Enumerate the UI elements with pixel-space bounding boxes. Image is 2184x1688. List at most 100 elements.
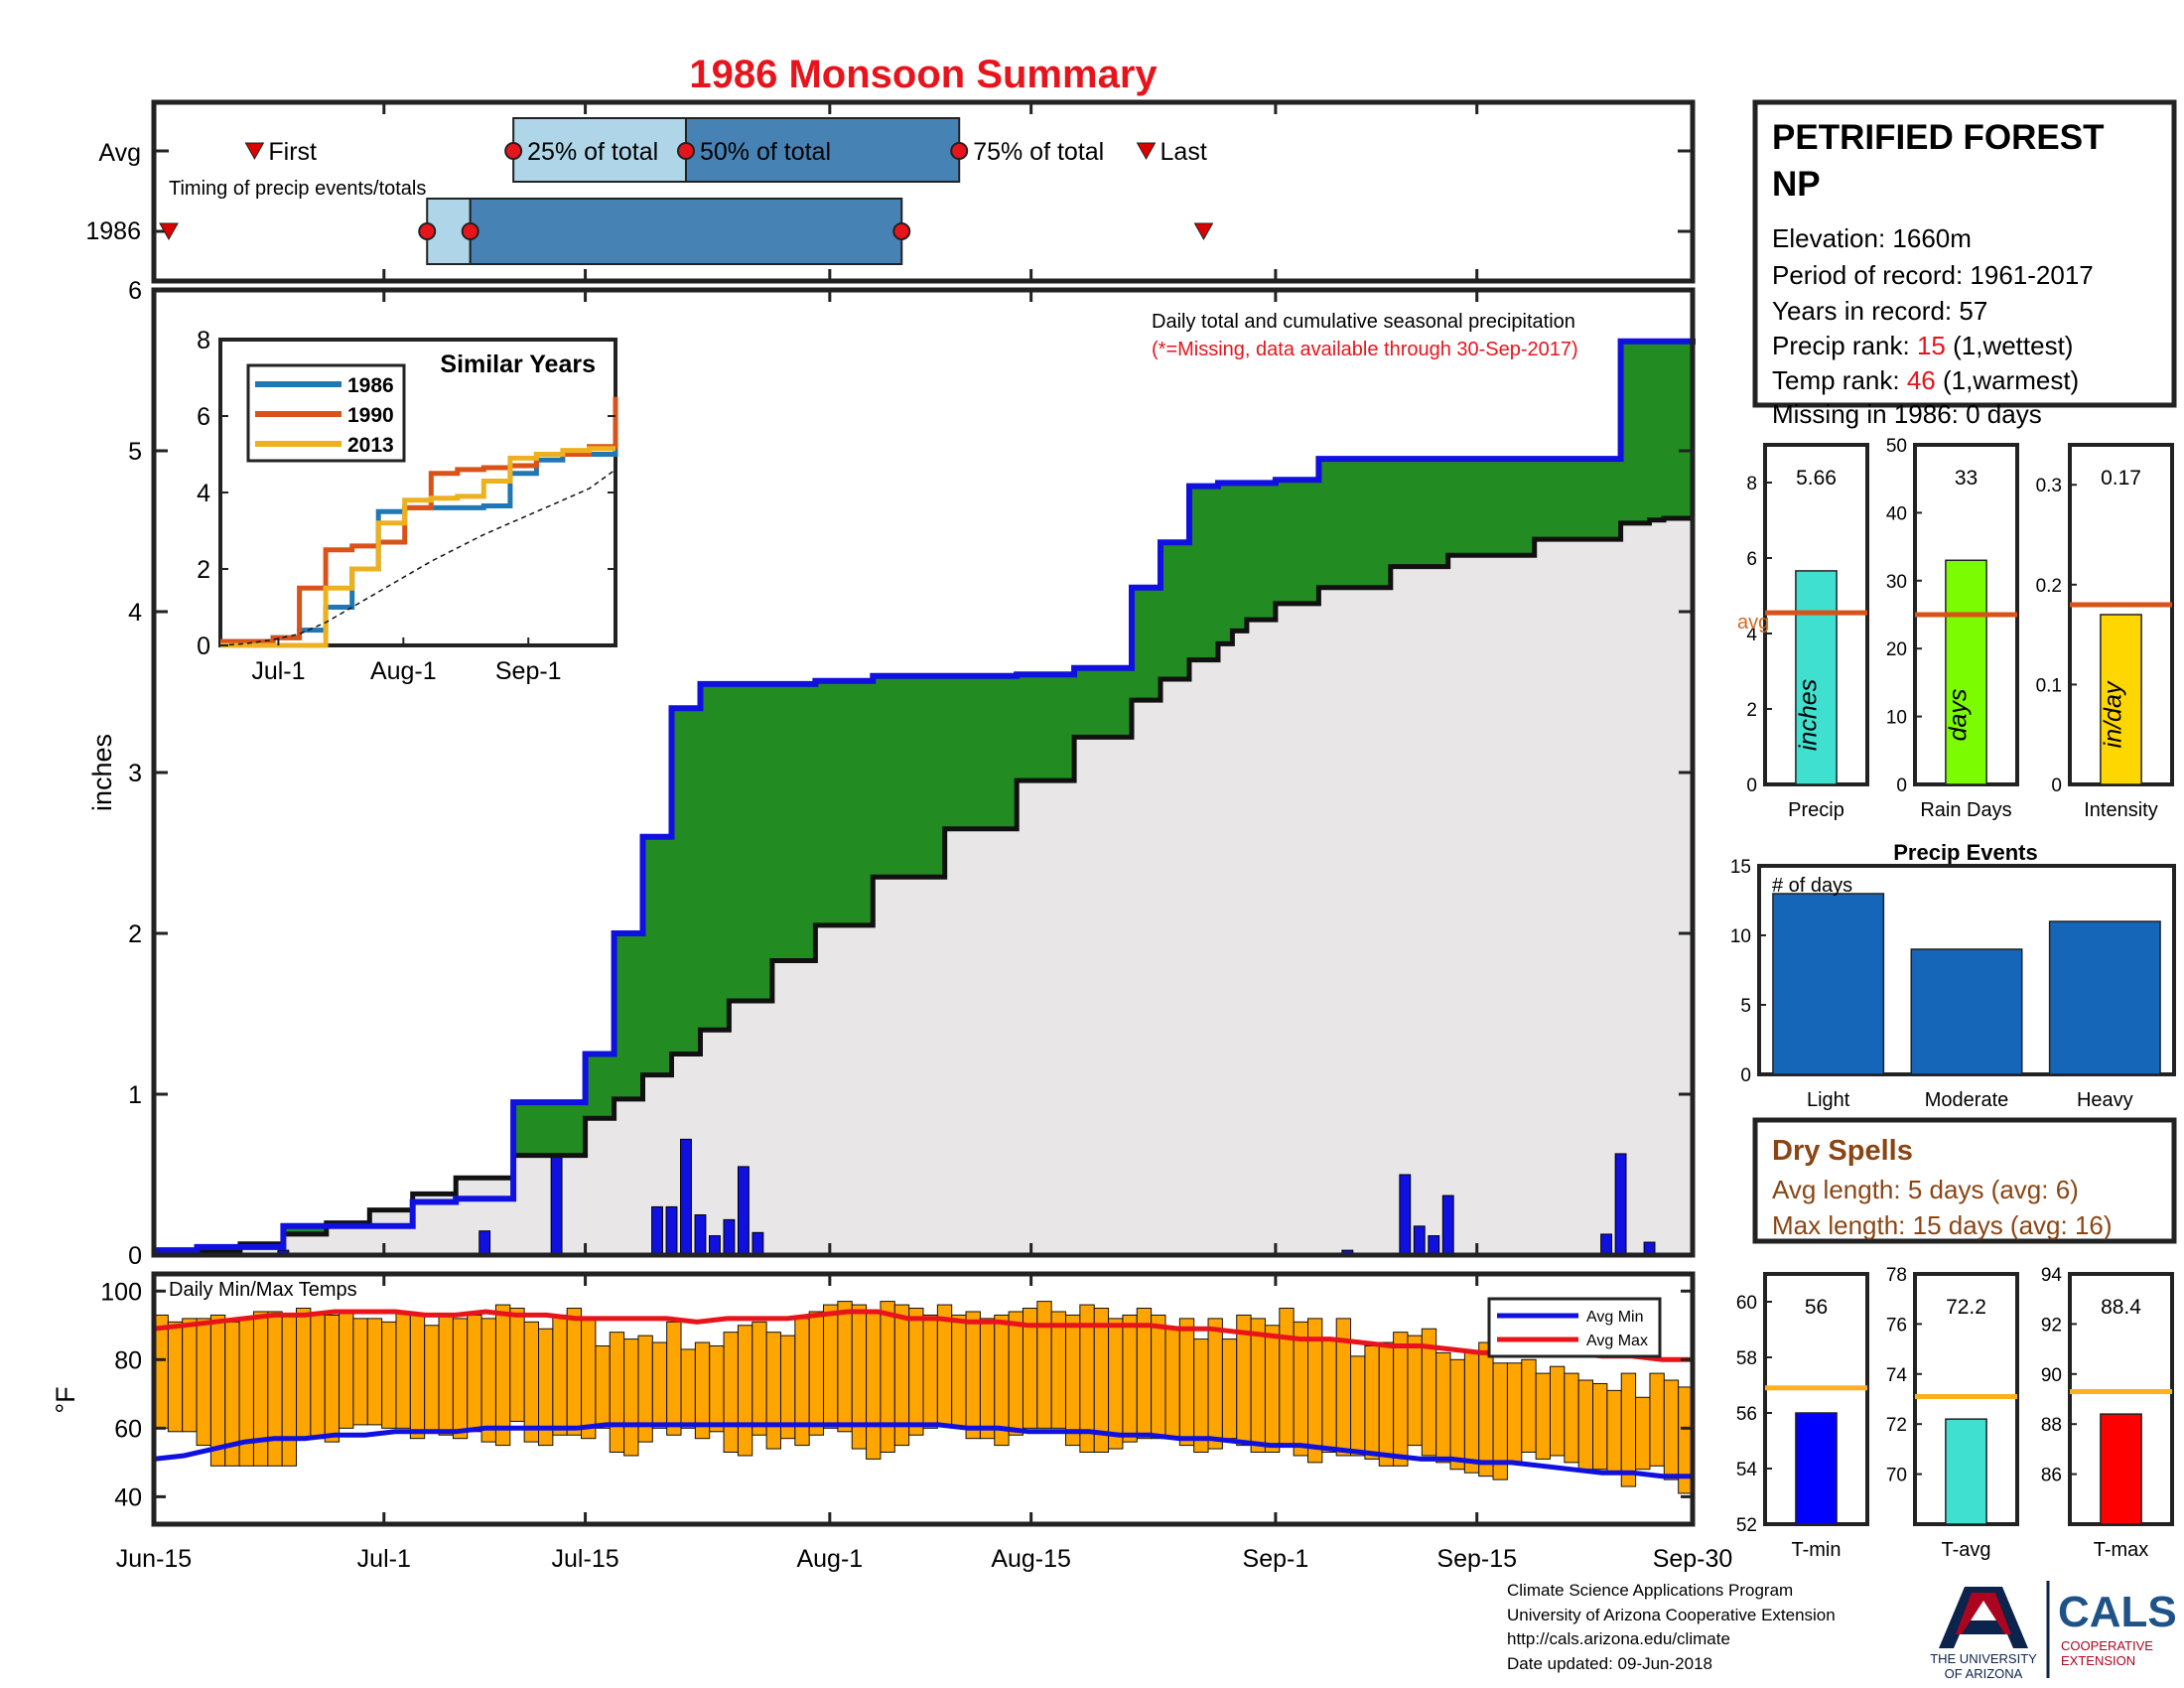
daily-temp-bar	[1279, 1308, 1295, 1447]
inset-x-tick-label-2: Sep-1	[495, 657, 562, 685]
t-avg-panel: 70 72 74 76 78 72.2 T-avg	[1886, 1265, 2019, 1561]
t-max-y-tick-label-4: 94	[2041, 1265, 2063, 1286]
y-tick-label-1: 1	[128, 1081, 142, 1109]
credits-line-3: http://cals.arizona.edu/climate	[1507, 1629, 1730, 1648]
rain-days-y-tick-label-4: 40	[1886, 503, 1907, 524]
daily-temp-bar	[880, 1301, 895, 1454]
temp-marks	[153, 1301, 1694, 1494]
daily-temp-bar	[709, 1344, 725, 1433]
daily-temp-bar	[1393, 1332, 1409, 1467]
rain-days-unit: days	[1945, 689, 1973, 742]
station-name-line2: NP	[1772, 165, 1821, 204]
events-bar-moderate	[1910, 948, 2023, 1075]
daily-temp-bar	[409, 1314, 426, 1440]
legend-label-avg-min: Avg Min	[1586, 1309, 1644, 1326]
daily-temp-bar	[509, 1308, 525, 1422]
daily-temp-bar	[1164, 1328, 1180, 1440]
intensity-y-tick-label-2: 0.2	[2036, 576, 2062, 597]
daily-temp-bar	[1649, 1372, 1665, 1467]
credits-line-4: Date updated: 09-Jun-2018	[1507, 1653, 1712, 1673]
dry-spells-avg: Avg length: 5 days (avg: 6)	[1772, 1175, 2079, 1204]
precip-total-bar	[1795, 570, 1838, 785]
daily-precip-bar	[709, 1235, 721, 1256]
cumulative-1986-line	[154, 338, 1696, 1254]
station-info-frame	[1752, 99, 2177, 408]
inset-x-tick-label-1: Aug-1	[370, 657, 437, 685]
x-tick-label-6: Sep-15	[1436, 1545, 1517, 1573]
daily-precip-bar	[694, 1214, 707, 1256]
timing-last-label: Last	[1160, 138, 1207, 166]
t-avg-y-tick-label-4: 78	[1886, 1265, 1907, 1286]
dry-spells-frame	[1752, 1117, 2177, 1244]
intensity-y-tick-label-1: 0.1	[2036, 675, 2062, 696]
daily-precip-bar	[1428, 1235, 1440, 1256]
station-elevation: Elevation: 1660m	[1772, 223, 1972, 253]
daily-temp-bar	[1293, 1321, 1309, 1457]
temp-legend-frame	[1487, 1297, 1662, 1358]
daily-temp-bar	[1350, 1355, 1366, 1457]
rain-days-y-tick-label-5: 50	[1886, 436, 1907, 457]
rain-days-y-tick-label-1: 10	[1886, 708, 1907, 729]
y-tick-label-3: 3	[128, 760, 142, 787]
avg-cumulative-area	[154, 514, 1693, 1255]
daily-temp-bar	[1549, 1365, 1566, 1457]
legend-label-1990: 1990	[347, 404, 394, 427]
daily-temp-bar	[1036, 1301, 1052, 1429]
precip-total-x-label: Precip	[1788, 799, 1844, 821]
temp-y-tick-label-1: 60	[114, 1415, 142, 1443]
inset-y-tick-label-3: 6	[197, 403, 210, 431]
daily-temp-bar	[1321, 1338, 1337, 1454]
precip-total-avg-label: avg	[1737, 612, 1769, 633]
daily-temp-bar	[1663, 1379, 1680, 1480]
avg-max-line	[153, 1309, 1693, 1362]
station-period: Period of record: 1961-2017	[1772, 260, 2094, 290]
events-y-tick-label-1: 5	[1740, 996, 1751, 1017]
avg-box-50-75	[684, 117, 961, 183]
intensity-panel: 0 0.1 0.2 0.3 0.17 in/day Intensity	[2036, 443, 2174, 821]
daily-temp-bar	[1606, 1389, 1622, 1474]
t-avg-y-tick-label-2: 74	[1886, 1365, 1908, 1386]
t-avg-x-label: T-avg	[1941, 1539, 1990, 1561]
intensity-y-tick-label-0: 0	[2051, 775, 2062, 796]
daily-temp-bar	[609, 1332, 625, 1454]
daily-temp-bar	[1207, 1318, 1223, 1450]
daily-temp-bar	[1151, 1314, 1166, 1440]
station-years: Years in record: 57	[1772, 296, 1987, 326]
rain-days-x-label: Rain Days	[1920, 799, 2011, 821]
daily-temp-bar	[1221, 1338, 1238, 1440]
t-max-y-tick-label-2: 90	[2041, 1365, 2062, 1386]
daily-temp-bar	[167, 1321, 184, 1433]
cals-logo: CALS COOPERATIVE EXTENSION	[2058, 1588, 2177, 1668]
x-tick-label-1: Jul-1	[357, 1545, 411, 1573]
inset-y-tick-label-0: 0	[197, 633, 210, 660]
daily-temp-bar	[196, 1318, 211, 1447]
timing-first-label: First	[268, 138, 317, 166]
temp-y-axis: 40 60 80 100	[100, 1278, 1693, 1511]
cals-sub-line1: COOPERATIVE	[2061, 1638, 2153, 1653]
daily-temp-bar	[936, 1304, 953, 1426]
precip-marks	[154, 338, 1696, 1256]
t-avg-bar	[1945, 1418, 1987, 1525]
rain-days-y-tick-label-3: 30	[1886, 572, 1907, 593]
daily-temp-bar	[381, 1321, 397, 1429]
daily-precip-bar	[723, 1218, 736, 1256]
timing-p50-label: 50% of total	[700, 138, 831, 166]
daily-precip-bar	[550, 1155, 563, 1256]
ua-a-inner-icon	[1956, 1593, 2011, 1634]
daily-precip-bar	[1600, 1233, 1613, 1256]
dry-spells-box: Dry Spells Avg length: 5 days (avg: 6) M…	[1752, 1117, 2177, 1244]
t-min-y-tick-label-3: 58	[1736, 1348, 1757, 1369]
daily-temp-bar	[494, 1304, 511, 1447]
daily-temp-bar	[523, 1321, 539, 1443]
avg-p75-marker	[950, 142, 969, 160]
legend-label-avg-max: Avg Max	[1586, 1333, 1648, 1349]
t-max-panel: 86 88 90 92 94 88.4 T-max	[2041, 1265, 2174, 1561]
daily-temp-bar	[1264, 1325, 1281, 1454]
temp-y-tick-label-2: 80	[114, 1346, 142, 1374]
events-x-label-0: Light	[1807, 1089, 1850, 1111]
daily-temp-bar	[651, 1341, 668, 1429]
precip-rank-note: (1,wettest)	[1946, 331, 2074, 360]
daily-temp-bar	[965, 1311, 981, 1440]
timing-marks: First 25% of total 50% of total 75% of tota…	[154, 117, 1693, 265]
date-x-axis: Jun-15 Jul-1 Jul-15 Aug-1 Aug-15 Sep-1 Sep-15 S…	[116, 102, 1732, 1573]
